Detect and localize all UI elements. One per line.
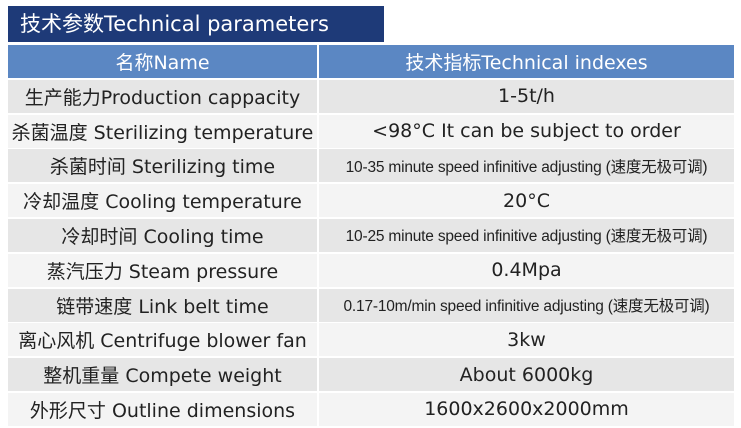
table-row: 冷却温度 Cooling temperature 20°C: [8, 184, 734, 218]
table-row: 整机重量 Compete weight About 6000kg: [8, 358, 734, 392]
table-row: 外形尺寸 Outline dimensions 1600x2600x2000mm: [8, 392, 734, 426]
row-name: 冷却温度 Cooling temperature: [8, 184, 317, 218]
table-row: 冷却时间 Cooling time 10-25 minute speed inf…: [8, 218, 734, 252]
row-name: 整机重量 Compete weight: [8, 358, 317, 392]
row-value: <98°C It can be subject to order: [319, 114, 734, 148]
page-title: 技术参数Technical parameters: [8, 6, 384, 42]
row-name: 链带速度 Link belt time: [8, 288, 317, 322]
table-row: 杀菌温度 Sterilizing temperature <98°C It ca…: [8, 114, 734, 148]
row-name: 生产能力Production cappacity: [8, 79, 317, 113]
table-row: 生产能力Production cappacity 1-5t/h: [8, 79, 734, 113]
row-value: 20°C: [319, 184, 734, 218]
row-name: 杀菌温度 Sterilizing temperature: [8, 114, 317, 148]
row-value: 0.17-10m/min speed infinitive adjusting …: [319, 288, 734, 322]
row-name: 杀菌时间 Sterilizing time: [8, 149, 317, 183]
technical-parameters-table: 名称Name 技术指标Technical indexes 生产能力Product…: [8, 45, 734, 428]
row-name: 蒸汽压力 Steam pressure: [8, 253, 317, 287]
table-row: 蒸汽压力 Steam pressure 0.4Mpa: [8, 253, 734, 287]
row-value: 10-25 minute speed infinitive adjusting …: [319, 218, 734, 252]
row-value: 1-5t/h: [319, 79, 734, 113]
table-row: 离心风机 Centrifuge blower fan 3kw: [8, 323, 734, 357]
row-value: 3kw: [319, 323, 734, 357]
row-name: 外形尺寸 Outline dimensions: [8, 392, 317, 426]
table-header-row: 名称Name 技术指标Technical indexes: [8, 45, 734, 78]
row-value: 0.4Mpa: [319, 253, 734, 287]
row-value: About 6000kg: [319, 358, 734, 392]
table-row: 链带速度 Link belt time 0.17-10m/min speed i…: [8, 288, 734, 322]
header-name: 名称Name: [8, 45, 317, 78]
header-value: 技术指标Technical indexes: [319, 45, 734, 78]
row-name: 离心风机 Centrifuge blower fan: [8, 323, 317, 357]
row-value: 1600x2600x2000mm: [319, 392, 734, 426]
row-name: 冷却时间 Cooling time: [8, 218, 317, 252]
row-value: 10-35 minute speed infinitive adjusting …: [319, 149, 734, 183]
table-row: 杀菌时间 Sterilizing time 10-35 minute speed…: [8, 149, 734, 183]
